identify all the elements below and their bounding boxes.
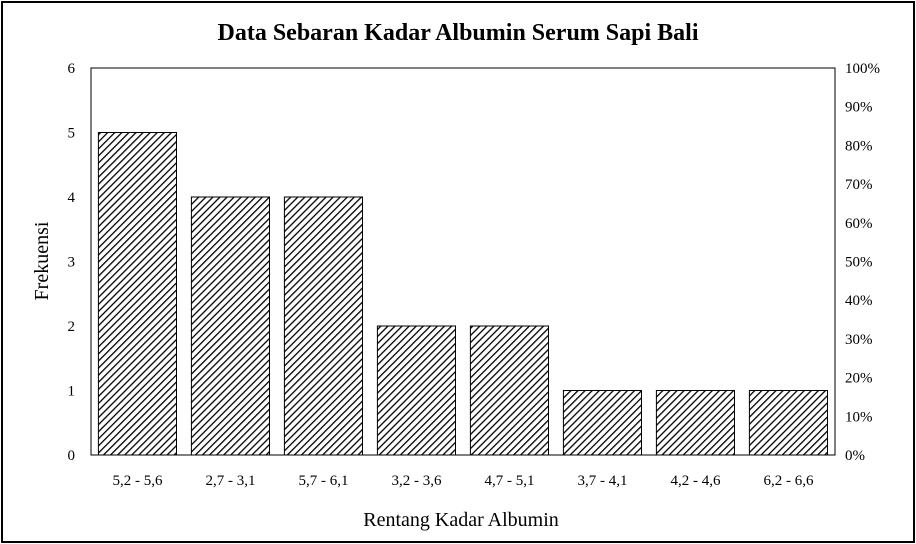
y-tick-label: 6 <box>68 61 76 77</box>
x-tick-label: 4,7 - 5,1 <box>485 473 535 489</box>
y-tick-label: 4 <box>68 190 76 206</box>
y2-tick-label: 50% <box>845 255 873 271</box>
y2-tick-label: 30% <box>845 332 873 348</box>
y-tick-label: 1 <box>68 384 76 400</box>
bar-5 <box>562 390 643 456</box>
y2-tick-label: 90% <box>845 100 873 116</box>
y-axis-title: Frekuensi <box>31 221 53 300</box>
y2-tick-label: 60% <box>845 216 873 232</box>
x-axis-title: Rentang Kadar Albumin <box>363 509 559 531</box>
bar-2 <box>283 196 363 456</box>
y-tick-label: 0 <box>68 448 76 464</box>
bar-0 <box>97 132 177 456</box>
y-tick-label: 5 <box>68 126 76 142</box>
bar-6 <box>655 390 736 456</box>
bar-7 <box>748 390 829 456</box>
x-tick-label: 5,7 - 6,1 <box>299 473 349 489</box>
y2-tick-label: 10% <box>845 409 873 425</box>
y2-tick-label: 70% <box>845 177 873 193</box>
y2-tick-label: 0% <box>845 448 865 464</box>
x-tick-label: 2,7 - 3,1 <box>206 473 256 489</box>
y-tick-label: 3 <box>68 255 76 271</box>
y2-tick-label: 20% <box>845 371 873 387</box>
bar-3 <box>376 325 456 456</box>
y2-tick-label: 40% <box>845 293 873 309</box>
x-tick-label: 3,2 - 3,6 <box>392 473 442 489</box>
y2-tick-label: 100% <box>845 61 880 77</box>
x-tick-label: 3,7 - 4,1 <box>578 473 628 489</box>
x-tick-label: 5,2 - 5,6 <box>113 473 163 489</box>
y2-tick-label: 80% <box>845 138 873 154</box>
x-tick-label: 4,2 - 4,6 <box>671 473 721 489</box>
plot-area <box>90 67 836 456</box>
bar-1 <box>190 196 270 456</box>
chart-title: Data Sebaran Kadar Albumin Serum Sapi Ba… <box>218 20 699 46</box>
bar-chart: Data Sebaran Kadar Albumin Serum Sapi Ba… <box>31 20 880 531</box>
x-tick-label: 6,2 - 6,6 <box>764 473 814 489</box>
bar-4 <box>469 325 549 456</box>
y-tick-label: 2 <box>68 319 76 335</box>
